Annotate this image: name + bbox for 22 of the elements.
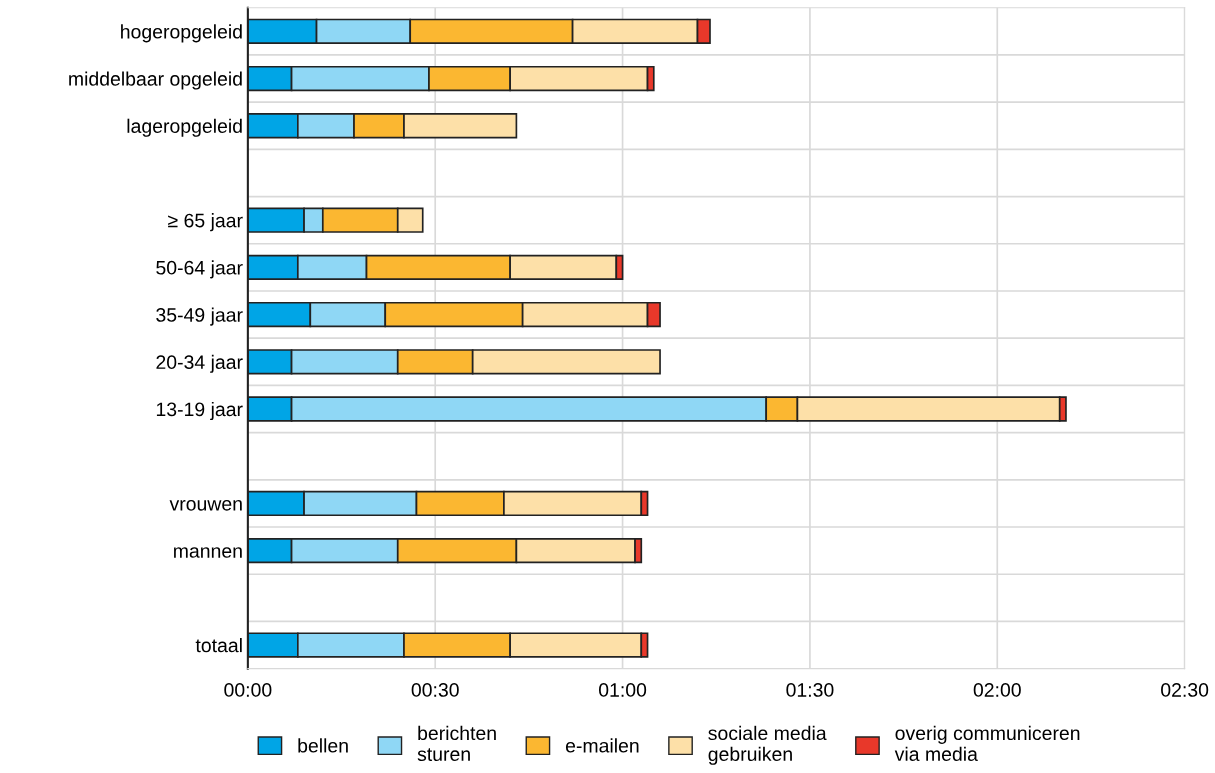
x-tick-label: 01:30 (786, 683, 834, 697)
legend-label: overig communiceren via media (894, 725, 1080, 762)
x-tick-label: 01:00 (599, 683, 647, 697)
legend-label: sociale media gebruiken (708, 725, 827, 765)
x-tick-label: 02:30 (1161, 683, 1209, 697)
y-tick-label: 50-64 jaar (156, 260, 243, 279)
y-tick-label: totaal (195, 638, 242, 653)
y-tick-label: mannen (174, 547, 242, 558)
legend-label: bellen (298, 738, 348, 753)
x-tick-label: 00:00 (224, 683, 272, 697)
y-tick-label: 20-34 jaar (156, 354, 243, 373)
y-tick-label: middelbaar opgeleid (69, 71, 242, 90)
legend-label: berichten sturen (417, 725, 496, 762)
y-tick-label: vrouwen (169, 500, 242, 511)
x-tick-label: 02:00 (973, 683, 1021, 697)
y-tick-label: 35-49 jaar (156, 307, 243, 326)
y-tick-label: lageropgeleid (127, 118, 242, 137)
y-tick-label: ≥ 65 jaar (168, 213, 243, 232)
y-tick-label: hogeropgeleid (121, 24, 242, 43)
legend-label: e-mailen (565, 738, 639, 753)
y-tick-label: 13-19 jaar (156, 401, 243, 421)
x-tick-label: 00:30 (411, 683, 459, 697)
